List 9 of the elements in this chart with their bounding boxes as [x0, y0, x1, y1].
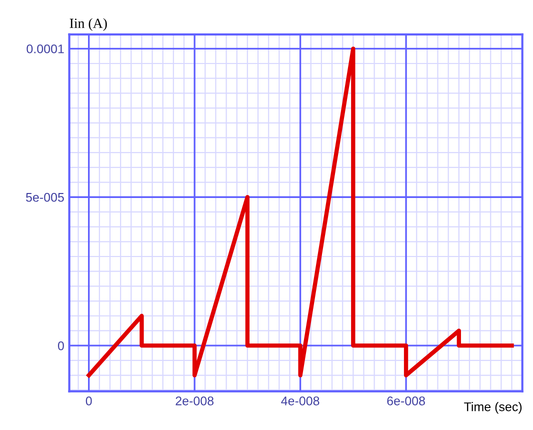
x-tick-label: 4e-008 [281, 396, 320, 406]
y-axis-title: Iin (A) [70, 18, 107, 31]
x-tick-label: 2e-008 [176, 396, 214, 406]
y-tick-label: 5e-005 [26, 192, 64, 202]
x-tick-label: 6e-008 [387, 396, 425, 406]
x-axis-title: Time (sec) [464, 402, 522, 414]
y-tick-label: 0 [58, 341, 64, 350]
x-tick-label: 0 [86, 396, 92, 406]
y-tick-label: 0.0001 [26, 44, 64, 54]
